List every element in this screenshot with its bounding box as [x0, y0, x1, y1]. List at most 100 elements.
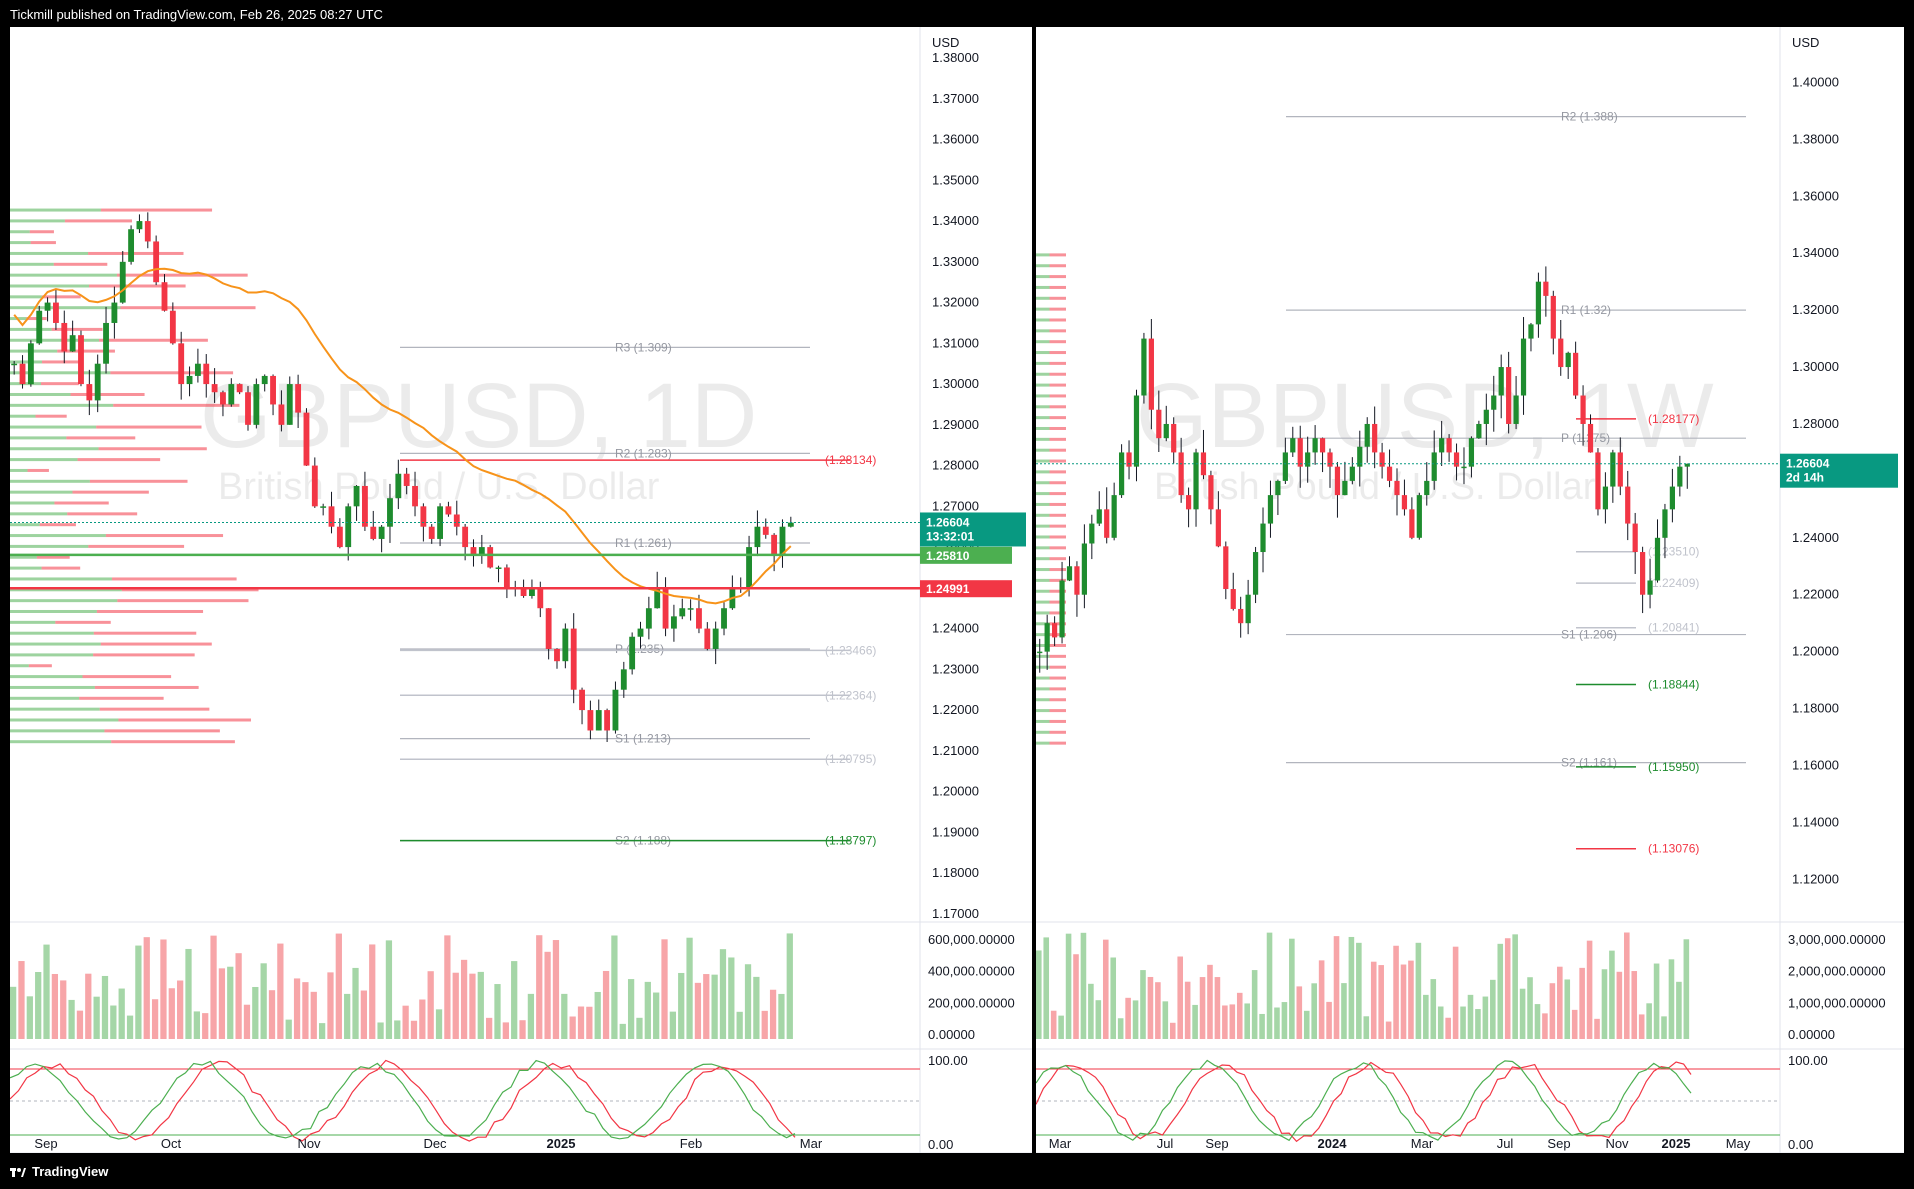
volume-profile-bar: [88, 544, 185, 548]
volume-profile-bar: [121, 588, 259, 592]
volume-profile-bar: [1049, 405, 1066, 409]
candle: [253, 384, 260, 425]
candle: [612, 689, 619, 731]
volume-bar: [1430, 979, 1437, 1039]
volume-profile-bar: [10, 707, 100, 711]
candle: [361, 485, 368, 527]
x-tick-label: Oct: [161, 1136, 182, 1151]
volume-profile-bar: [1036, 513, 1050, 517]
candle: [103, 322, 109, 364]
volume-bar: [1073, 954, 1079, 1039]
volume-tick-label: 600,000.00000: [928, 932, 1015, 947]
volume-bar: [1534, 1004, 1541, 1039]
volume-profile-bar: [1049, 535, 1066, 539]
x-tick-label: Nov: [297, 1136, 321, 1151]
volume-bar: [1423, 994, 1429, 1039]
volume-profile-bar: [1049, 437, 1066, 441]
candle: [128, 229, 135, 262]
volume-bar: [168, 988, 175, 1039]
volume-profile-bar: [1049, 502, 1066, 506]
volume-profile-bar: [10, 230, 30, 234]
volume-profile-bar: [1049, 568, 1066, 572]
volume-bar: [1452, 946, 1459, 1039]
volume-profile-bar: [10, 599, 118, 603]
volume-bar: [1609, 950, 1615, 1039]
volume-bar: [761, 1010, 768, 1039]
candle: [1081, 543, 1087, 595]
volume-profile-bar: [1049, 296, 1066, 300]
volume-bar: [151, 999, 159, 1039]
candle: [1416, 495, 1422, 538]
volume-bar: [1348, 936, 1355, 1039]
volume-bar: [1318, 960, 1325, 1039]
volume-bar: [1579, 967, 1585, 1039]
candle: [412, 485, 418, 507]
volume-profile-bar: [10, 501, 55, 505]
chart-panel-daily[interactable]: GBPUSD, 1D British Pound / U.S. Dollar USD…: [10, 27, 1032, 1153]
candle: [53, 302, 59, 323]
candle: [1535, 281, 1542, 325]
candle: [203, 363, 210, 385]
candle: [378, 526, 385, 539]
volume-bar: [1624, 932, 1630, 1039]
candle: [746, 547, 752, 588]
volume-bar: [385, 940, 393, 1039]
volume-profile-bar: [10, 642, 101, 646]
volume-bar: [310, 991, 317, 1039]
volume-profile-bar: [1036, 557, 1050, 561]
volume-bar: [1311, 983, 1317, 1039]
candle: [629, 636, 636, 670]
price-tag-value: 1.26604: [926, 515, 970, 529]
candle: [1409, 509, 1415, 538]
volume-bar: [1229, 1004, 1236, 1039]
volume-profile-bar: [1036, 372, 1050, 376]
y-tick-label: 1.35000: [932, 172, 979, 187]
watermark-title: GBPUSD, 1W: [1136, 365, 1714, 467]
volume-profile-bar: [117, 599, 249, 603]
volume-profile-bar: [1036, 253, 1050, 257]
candle: [11, 363, 18, 366]
volume-bar: [1460, 1006, 1466, 1039]
volume-profile-bar: [10, 620, 56, 624]
candle: [1319, 438, 1326, 453]
candle: [1364, 423, 1370, 447]
volume-profile-bar: [89, 284, 186, 288]
volume-bar: [1557, 966, 1563, 1039]
volume-bar: [177, 980, 184, 1039]
volume-bar: [1117, 1018, 1124, 1039]
candle: [503, 567, 510, 588]
candle: [662, 587, 669, 629]
volume-bar: [1065, 933, 1072, 1039]
volume-profile-bar: [82, 675, 172, 679]
candle: [1587, 423, 1594, 453]
candle: [462, 526, 469, 548]
volume-bar: [452, 972, 459, 1039]
volume-profile-bar: [1049, 633, 1066, 637]
volume-profile-bar: [10, 436, 67, 440]
candle: [245, 392, 251, 425]
volume-profile-bar: [1049, 622, 1066, 626]
candle: [1260, 523, 1266, 553]
volume-profile-bar: [10, 555, 37, 559]
candle: [1111, 495, 1117, 538]
volume-profile-bar: [1049, 459, 1066, 463]
volume-bar: [1080, 932, 1087, 1039]
volume-profile-bar: [10, 588, 122, 592]
volume-bar: [243, 1004, 251, 1039]
volume-bar: [1653, 963, 1660, 1039]
volume-profile-bar: [1036, 275, 1050, 279]
watermark-subtitle: British Pound / U.S. Dollar: [218, 466, 660, 508]
candle: [136, 221, 143, 230]
volume-bar: [1437, 1006, 1444, 1039]
volume-bar: [360, 990, 368, 1039]
volume-bar: [561, 993, 568, 1039]
candle: [186, 375, 193, 385]
volume-bar: [460, 959, 468, 1039]
volume-bar: [1236, 992, 1243, 1039]
y-tick-label: 1.31000: [932, 335, 979, 350]
volume-profile-bar: [1036, 578, 1050, 582]
y-tick-label: 1.30000: [1792, 359, 1839, 374]
price-tag: [920, 512, 1026, 547]
chart-panel-weekly[interactable]: GBPUSD, 1W British Pound / U.S. Dollar USD…: [1036, 27, 1904, 1153]
volume-bar: [1408, 960, 1414, 1039]
